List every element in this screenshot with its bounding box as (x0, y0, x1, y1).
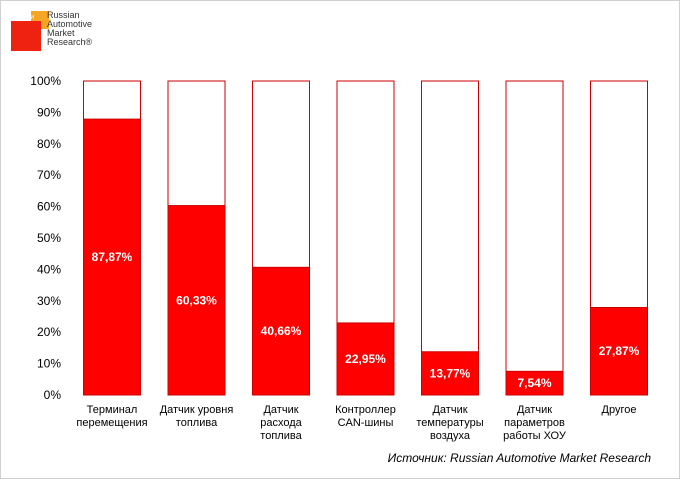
category-label: Датчик температуры воздуха (416, 404, 483, 442)
category-label-line: работы ХОУ (503, 430, 567, 442)
category-label: Датчик параметров работы ХОУ (503, 404, 567, 442)
bar-value-label: 87,87% (92, 250, 133, 264)
category-label: Терминал перемещения (76, 404, 147, 429)
logo-line-2: Automotive (47, 19, 93, 29)
y-tick-label: 30% (37, 294, 61, 308)
y-tick-label: 80% (37, 137, 61, 151)
category-label: Датчик уровня топлива (160, 404, 234, 429)
bar-value-label: 22,95% (345, 352, 386, 366)
bar-value-label: 27,87% (599, 344, 640, 358)
category-label-line: температуры (416, 417, 483, 429)
category-label-line: CAN-шины (338, 417, 394, 429)
y-tick-label: 50% (37, 231, 61, 245)
bar-remainder (505, 80, 564, 396)
bar-value-label: 13,77% (430, 366, 471, 380)
y-tick-label: 60% (37, 200, 61, 214)
category-label-line: Датчик (517, 404, 552, 416)
category-label: Другое (602, 404, 637, 416)
category-label-line: Другое (602, 404, 637, 416)
category-label-line: Датчик уровня (160, 404, 234, 416)
logo-line-4: Research® (47, 37, 93, 47)
bar (421, 351, 479, 396)
bar (167, 205, 226, 396)
bar (252, 266, 310, 396)
bar (590, 306, 648, 396)
category-label-line: Терминал (87, 404, 138, 416)
category-label: Датчик расхода топлива (260, 404, 302, 442)
category-label-line: топлива (260, 430, 302, 442)
logo-brand-text: НАПИ (20, 15, 35, 21)
category-label-line: перемещения (76, 417, 147, 429)
logo-line-3: Market (47, 28, 75, 38)
category-label-line: воздуха (430, 430, 471, 442)
bar (83, 118, 141, 396)
logo-red-square (11, 21, 41, 51)
category-label-line: Датчик (432, 404, 467, 416)
y-tick-label: 40% (37, 262, 61, 276)
category-label-line: параметров (504, 417, 565, 429)
category-label-line: топлива (176, 417, 218, 429)
bar-value-label: 7,54% (517, 376, 551, 390)
y-tick-label: 10% (37, 357, 61, 371)
rumr-logo: НАПИ Russian Automotive Market Research® (9, 9, 109, 69)
bar-value-label: 40,66% (261, 324, 302, 338)
bar-value-label: 60,33% (176, 293, 217, 307)
category-label: Контроллер CAN-шины (335, 404, 396, 429)
y-tick-label: 70% (37, 168, 61, 182)
category-label-line: Датчик (263, 404, 298, 416)
bar (505, 370, 564, 396)
category-label-line: расхода (260, 417, 302, 429)
logo-line-1: Russian (47, 10, 80, 20)
y-tick-label: 90% (37, 105, 61, 119)
bar (336, 322, 395, 396)
category-label-line: Контроллер (335, 404, 396, 416)
bar-remainder (421, 80, 479, 396)
source-note: Источник: Russian Automotive Market Rese… (387, 451, 651, 465)
y-tick-label: 20% (37, 325, 61, 339)
y-tick-label: 100% (30, 74, 61, 88)
y-tick-label: 0% (44, 388, 62, 402)
